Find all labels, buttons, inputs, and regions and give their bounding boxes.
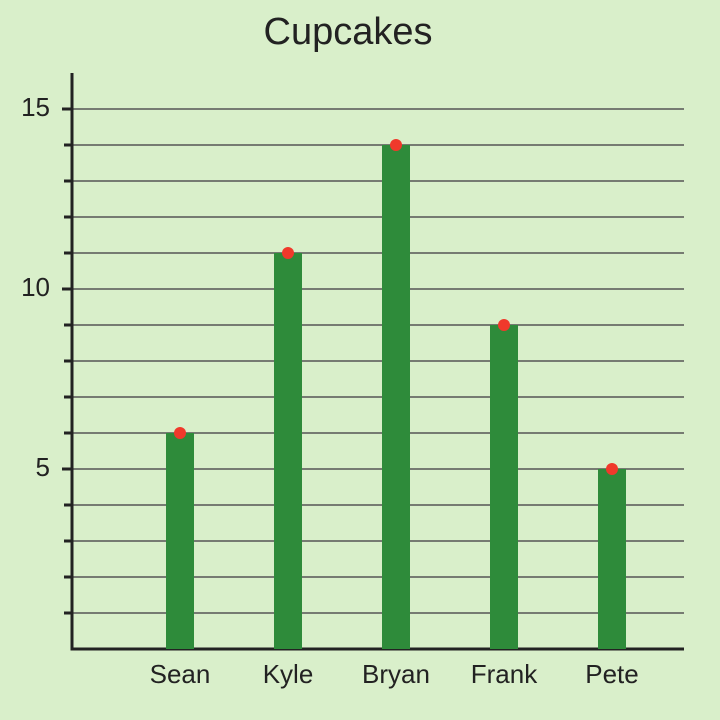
bar-marker xyxy=(282,247,294,259)
bar xyxy=(166,433,194,649)
y-tick-label: 5 xyxy=(36,452,50,482)
bar-marker xyxy=(498,319,510,331)
bar-marker xyxy=(174,427,186,439)
y-tick-label: 15 xyxy=(21,92,50,122)
y-tick-label: 10 xyxy=(21,272,50,302)
x-tick-label: Bryan xyxy=(362,659,430,689)
x-tick-label: Frank xyxy=(471,659,538,689)
x-tick-label: Sean xyxy=(150,659,211,689)
bar xyxy=(598,469,626,649)
chart-title: Cupcakes xyxy=(264,11,433,53)
x-tick-label: Pete xyxy=(585,659,639,689)
bar-marker xyxy=(606,463,618,475)
bar xyxy=(490,325,518,649)
bar-marker xyxy=(390,139,402,151)
x-tick-label: Kyle xyxy=(263,659,314,689)
bar xyxy=(382,145,410,649)
bar xyxy=(274,253,302,649)
